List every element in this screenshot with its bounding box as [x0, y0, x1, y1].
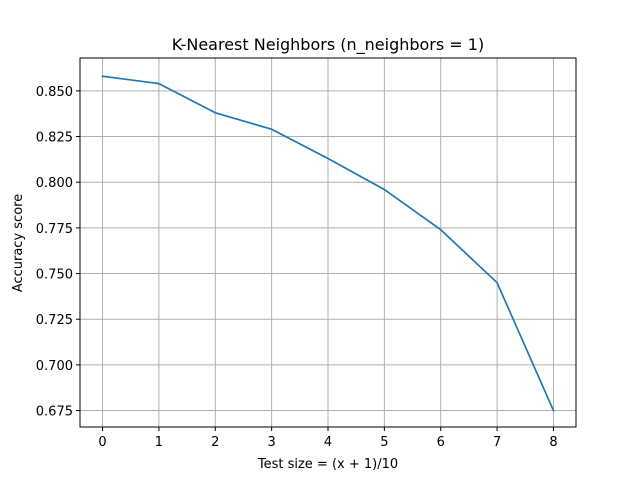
y-tick-label: 0.675	[36, 405, 73, 420]
x-axis-title: Test size = (x + 1)/10	[257, 457, 398, 472]
x-tick-label: 6	[437, 435, 445, 450]
x-tick-label: 7	[493, 435, 501, 450]
y-tick-label: 0.825	[36, 131, 73, 146]
x-tick-label: 2	[211, 435, 219, 450]
y-tick-label: 0.700	[36, 359, 73, 374]
x-tick-label: 8	[549, 435, 557, 450]
x-tick-label: 0	[98, 435, 106, 450]
y-tick-label: 0.800	[36, 176, 73, 191]
y-axis-title: Accuracy score	[11, 194, 26, 292]
y-tick-label: 0.775	[36, 222, 73, 237]
x-tick-label: 3	[267, 435, 275, 450]
y-tick-label: 0.750	[36, 268, 73, 283]
y-tick-label: 0.850	[36, 85, 73, 100]
y-tick-label: 0.725	[36, 313, 73, 328]
x-tick-label: 4	[324, 435, 332, 450]
x-tick-label: 5	[380, 435, 388, 450]
chart-title: K-Nearest Neighbors (n_neighbors = 1)	[172, 35, 484, 55]
x-tick-label: 1	[155, 435, 163, 450]
